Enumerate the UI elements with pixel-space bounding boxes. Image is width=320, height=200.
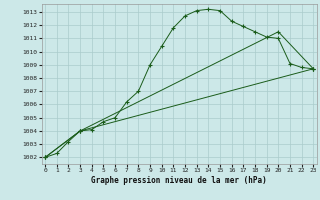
X-axis label: Graphe pression niveau de la mer (hPa): Graphe pression niveau de la mer (hPa): [91, 176, 267, 185]
